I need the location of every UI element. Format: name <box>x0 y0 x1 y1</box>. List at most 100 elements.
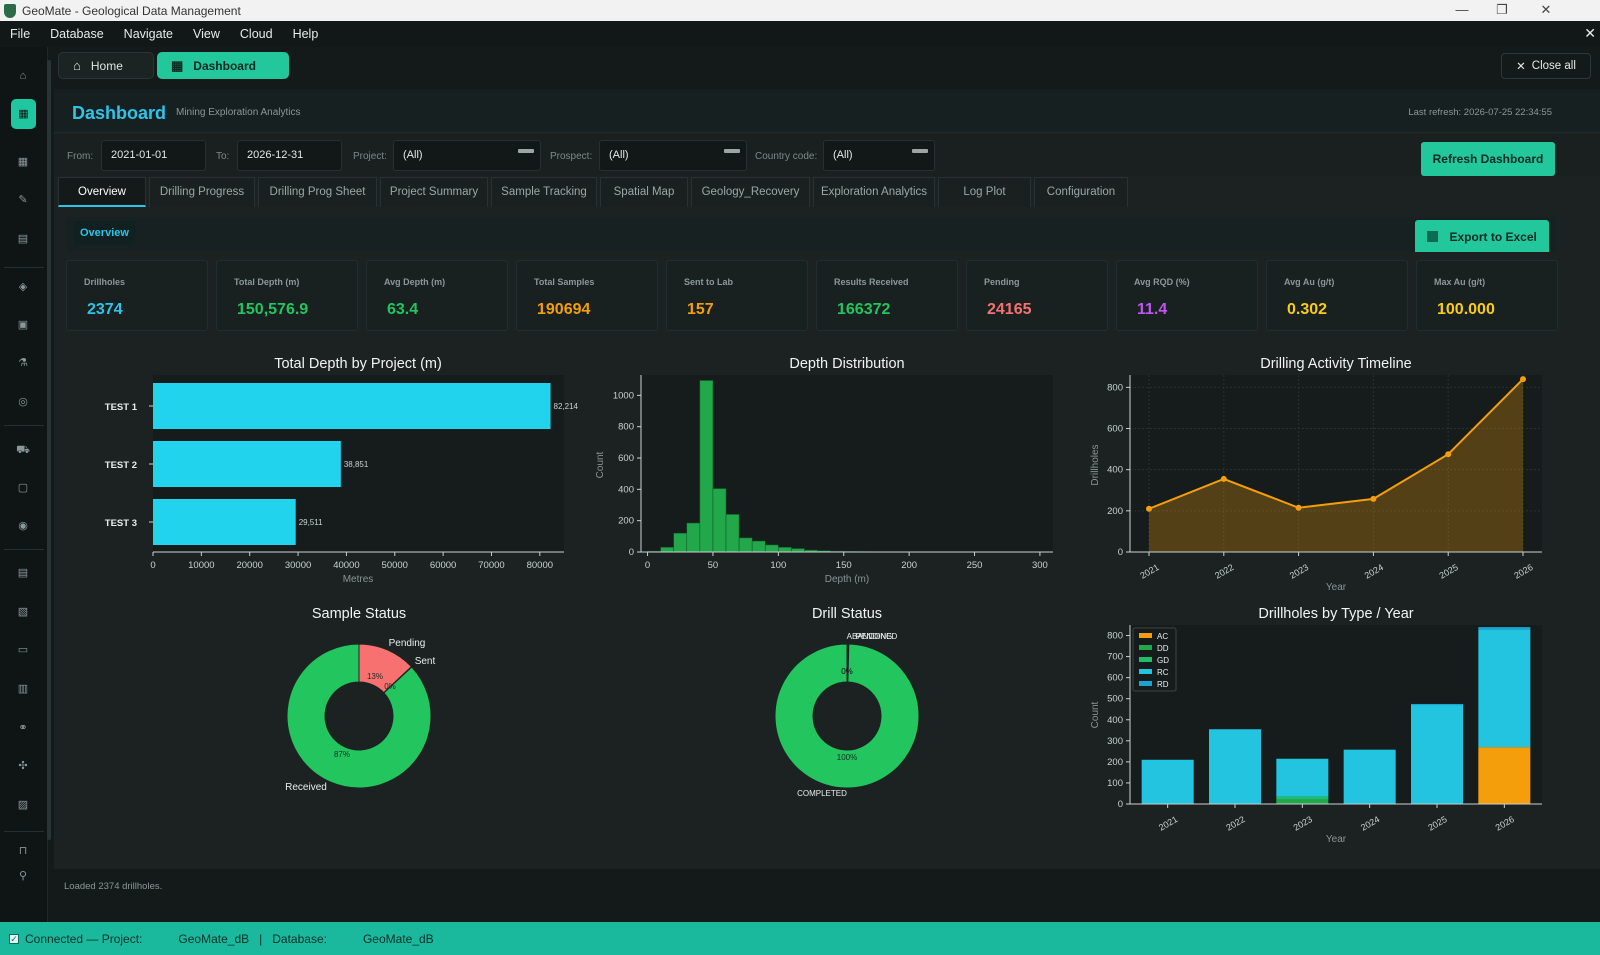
chart-icon[interactable]: ▨ <box>17 799 29 811</box>
x-tick-label: 200 <box>901 560 917 571</box>
to-date-input[interactable]: 2026-12-31 <box>237 140 342 171</box>
x-tick-label: 60000 <box>430 560 456 571</box>
bookmark-icon[interactable]: ⊓ <box>18 845 28 857</box>
sidebar-divider <box>4 549 44 550</box>
report-icon[interactable]: ▥ <box>17 683 29 695</box>
kpi-label: Max Au (g/t) <box>1434 277 1486 287</box>
data-point <box>1520 376 1526 383</box>
menu-help[interactable]: Help <box>292 27 319 41</box>
kpi-label: Sent to Lab <box>684 277 733 287</box>
database-icon[interactable]: ▤ <box>17 567 29 579</box>
excel-icon <box>1427 231 1439 242</box>
dashboard-tab[interactable]: ▦ Dashboard <box>157 52 289 79</box>
x-tick-label: 2021 <box>1157 814 1179 833</box>
truck-icon[interactable]: ⛟ <box>16 444 30 456</box>
y-tick-label: 100 <box>1107 778 1123 789</box>
x-tick-label: 2025 <box>1438 562 1460 581</box>
menu-cloud[interactable]: Cloud <box>239 27 273 41</box>
dashboard-icon[interactable]: ▦ <box>11 99 36 129</box>
dropdown-icon <box>724 149 740 153</box>
x-tick-label: 300 <box>1032 560 1048 571</box>
x-axis-label: Metres <box>343 574 374 585</box>
kpi-card-total-depth-m-: Total Depth (m) 150,576.9 <box>216 260 358 331</box>
close-window-icon[interactable]: ✕ <box>1540 2 1552 17</box>
pie-slice <box>286 643 432 789</box>
connected-check-icon: ✓ <box>9 933 19 944</box>
page-header: Dashboard Mining Exploration Analytics L… <box>54 89 1600 133</box>
country-select[interactable]: (All) <box>823 140 935 171</box>
image-icon[interactable]: ▧ <box>17 606 29 618</box>
close-menu-icon[interactable]: ✕ <box>1584 25 1596 41</box>
sidebar-scrollbar[interactable] <box>47 60 51 840</box>
legend-label: RC <box>1157 668 1169 677</box>
tab-exploration-analytics[interactable]: Exploration Analytics <box>813 177 935 207</box>
last-refresh: Last refresh: 2026-07-25 22:34:55 <box>1408 107 1552 118</box>
legend-label: GD <box>1157 656 1169 665</box>
document-icon[interactable]: ▭ <box>17 644 29 656</box>
tab-log-plot[interactable]: Log Plot <box>938 177 1031 207</box>
tab-overview[interactable]: Overview <box>58 177 146 207</box>
x-axis-label: Depth (m) <box>825 574 869 585</box>
tools-icon[interactable]: ✣ <box>18 760 28 772</box>
home-icon[interactable]: ⌂ <box>19 70 27 82</box>
x-tick-label: 2024 <box>1359 814 1381 833</box>
tab-spatial-map[interactable]: Spatial Map <box>600 177 688 207</box>
prospect-select[interactable]: (All) <box>599 140 747 171</box>
menu-view[interactable]: View <box>193 27 220 41</box>
stacked-bar-segment <box>1276 796 1329 800</box>
project-select[interactable]: (All) <box>393 140 541 171</box>
tab-drilling-prog-sheet[interactable]: Drilling Prog Sheet <box>258 177 377 207</box>
data-point <box>1295 504 1302 511</box>
kpi-value: 63.4 <box>387 301 419 318</box>
shield-icon[interactable]: ◈ <box>18 281 28 293</box>
y-tick-label: 400 <box>618 484 634 495</box>
box-icon[interactable]: ▢ <box>17 482 29 494</box>
edit-icon[interactable]: ✎ <box>18 194 28 206</box>
close-all-button[interactable]: ✕ Close all <box>1501 53 1591 79</box>
restore-icon[interactable]: ❐ <box>1496 2 1508 17</box>
x-tick-label: 20000 <box>236 560 262 571</box>
status-bar: ✓ Connected — Project: GeoMate_dB | Data… <box>0 922 1600 955</box>
tab-configuration[interactable]: Configuration <box>1034 177 1128 207</box>
kpi-value: 166372 <box>837 301 891 318</box>
tab-geology-recovery[interactable]: Geology_Recovery <box>691 177 810 207</box>
export-excel-button[interactable]: Export to Excel <box>1415 220 1549 252</box>
menu-database[interactable]: Database <box>50 27 104 41</box>
table-icon[interactable]: ▤ <box>17 233 29 245</box>
x-tick-label: 2026 <box>1494 814 1516 833</box>
export-label: Export to Excel <box>1449 230 1537 244</box>
tab-drilling-progress[interactable]: Drilling Progress <box>149 177 255 207</box>
grid-icon: ▦ <box>171 57 184 73</box>
drilling-timeline-chart: Drilling Activity Timeline 0 200 400 600 800 2… <box>1090 356 1542 593</box>
target-icon[interactable]: ◉ <box>18 520 28 532</box>
menu-bar: File Database Navigate View Cloud Help ✕ <box>0 21 1600 47</box>
menu-navigate[interactable]: Navigate <box>123 27 174 41</box>
compass-icon[interactable]: ◎ <box>18 396 28 408</box>
x-tick-label: 2025 <box>1426 814 1448 833</box>
histogram-bar <box>686 522 701 553</box>
plot-area <box>1130 625 1542 804</box>
tab-project-summary[interactable]: Project Summary <box>380 177 488 207</box>
kpi-value: 150,576.9 <box>237 301 309 318</box>
kpi-value: 0.302 <box>1287 301 1328 318</box>
from-date-input[interactable]: 2021-01-01 <box>101 140 206 171</box>
flask-icon[interactable]: ⚗ <box>18 357 28 369</box>
home-tab[interactable]: ⌂ Home <box>58 52 154 79</box>
clipboard-icon[interactable]: ▣ <box>17 319 29 331</box>
search-icon[interactable]: ⚲ <box>18 870 28 882</box>
refresh-dashboard-button[interactable]: Refresh Dashboard <box>1421 142 1555 176</box>
country-label: Country code: <box>755 151 818 162</box>
percent-label: 0% <box>384 682 396 691</box>
filter-bar: From: 2021-01-01 To: 2026-12-31 Project:… <box>54 134 1600 176</box>
grid-icon[interactable]: ▦ <box>17 156 29 168</box>
histogram-bar <box>660 547 674 553</box>
minimize-icon[interactable]: — <box>1455 2 1469 17</box>
data-point <box>1370 495 1377 502</box>
link-icon[interactable]: ⚭ <box>18 722 28 734</box>
x-tick-label: 30000 <box>285 560 311 571</box>
data-point <box>1146 505 1152 512</box>
percent-label: 0% <box>841 667 853 676</box>
menu-file[interactable]: File <box>10 27 31 41</box>
close-all-label: Close all <box>1531 60 1576 72</box>
tab-sample-tracking[interactable]: Sample Tracking <box>491 177 597 207</box>
